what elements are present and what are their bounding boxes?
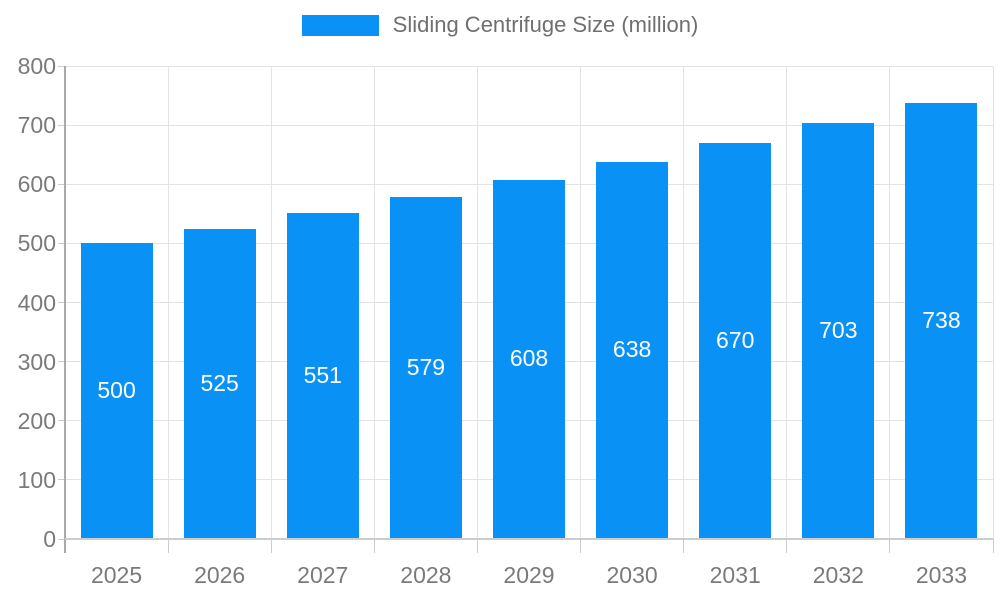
bar-value-label: 551 <box>303 362 342 389</box>
x-axis-tick-label: 2033 <box>915 562 968 588</box>
v-gridline <box>992 66 994 539</box>
x-axis-tick-label: 2030 <box>606 562 658 588</box>
x-tick-mark <box>889 539 891 553</box>
y-tick-mark <box>58 479 65 481</box>
bar: 738 <box>905 102 978 538</box>
bar-value-label: 579 <box>406 353 446 380</box>
bar-value-label: 638 <box>612 336 652 363</box>
bar: 579 <box>389 196 462 538</box>
x-tick-mark <box>476 539 478 553</box>
v-gridline <box>786 66 788 539</box>
bar: 670 <box>699 142 772 538</box>
y-axis-tick-label: 200 <box>17 407 56 434</box>
y-tick-mark <box>58 65 65 67</box>
y-tick-mark <box>58 538 65 540</box>
y-axis-tick-label: 400 <box>17 289 56 316</box>
legend-label: Sliding Centrifuge Size (million) <box>392 12 699 37</box>
bar-value-label: 500 <box>97 377 136 404</box>
y-axis-line <box>64 66 66 553</box>
bar-value-label: 738 <box>922 306 961 333</box>
x-axis-tick-label: 2029 <box>503 562 555 588</box>
x-axis-tick-label: 2025 <box>90 562 143 588</box>
x-tick-mark <box>683 539 685 553</box>
y-axis-tick-label: 100 <box>17 466 56 493</box>
v-gridline <box>683 66 685 539</box>
y-axis-tick-label: 300 <box>17 348 56 375</box>
y-axis-tick-label: 800 <box>17 53 56 79</box>
y-axis-tick-label: 500 <box>17 230 56 257</box>
h-gridline <box>65 124 993 126</box>
x-axis-tick-label: 2027 <box>297 562 349 588</box>
bar: 525 <box>183 228 256 538</box>
bar: 551 <box>286 213 359 538</box>
bar: 500 <box>80 243 153 538</box>
legend-swatch <box>301 14 379 36</box>
bar-value-label: 670 <box>716 326 755 353</box>
legend[interactable]: Sliding Centrifuge Size (million) <box>0 14 1000 36</box>
h-gridline <box>65 65 993 67</box>
v-gridline <box>476 66 478 539</box>
bar-value-label: 703 <box>819 317 858 344</box>
x-axis-line <box>65 538 993 540</box>
y-axis-tick-label: 700 <box>17 112 56 139</box>
x-tick-mark <box>270 539 272 553</box>
bar: 638 <box>596 161 669 538</box>
x-tick-mark <box>580 539 582 553</box>
x-tick-mark <box>373 539 375 553</box>
v-gridline <box>580 66 582 539</box>
y-axis-tick-label: 600 <box>17 171 56 198</box>
y-tick-mark <box>58 183 65 185</box>
bar: 608 <box>493 179 565 538</box>
x-axis-tick-label: 2031 <box>709 562 761 588</box>
bar: 703 <box>802 123 875 538</box>
x-tick-mark <box>786 539 788 553</box>
y-tick-mark <box>58 420 65 422</box>
y-axis-tick-label: 0 <box>43 526 56 552</box>
x-axis-tick-label: 2032 <box>812 562 864 588</box>
y-tick-mark <box>58 361 65 363</box>
v-gridline <box>270 66 272 539</box>
v-gridline <box>889 66 891 539</box>
x-tick-mark <box>992 539 994 553</box>
bar-value-label: 525 <box>200 369 239 396</box>
bar-value-label: 608 <box>509 345 549 372</box>
y-tick-mark <box>58 242 65 244</box>
y-tick-mark <box>58 302 65 303</box>
x-axis-tick-label: 2026 <box>194 562 246 588</box>
x-tick-mark <box>167 539 169 553</box>
v-gridline <box>373 66 375 539</box>
v-gridline <box>167 66 169 539</box>
y-tick-mark <box>58 124 65 126</box>
x-axis-tick-label: 2028 <box>400 562 452 588</box>
